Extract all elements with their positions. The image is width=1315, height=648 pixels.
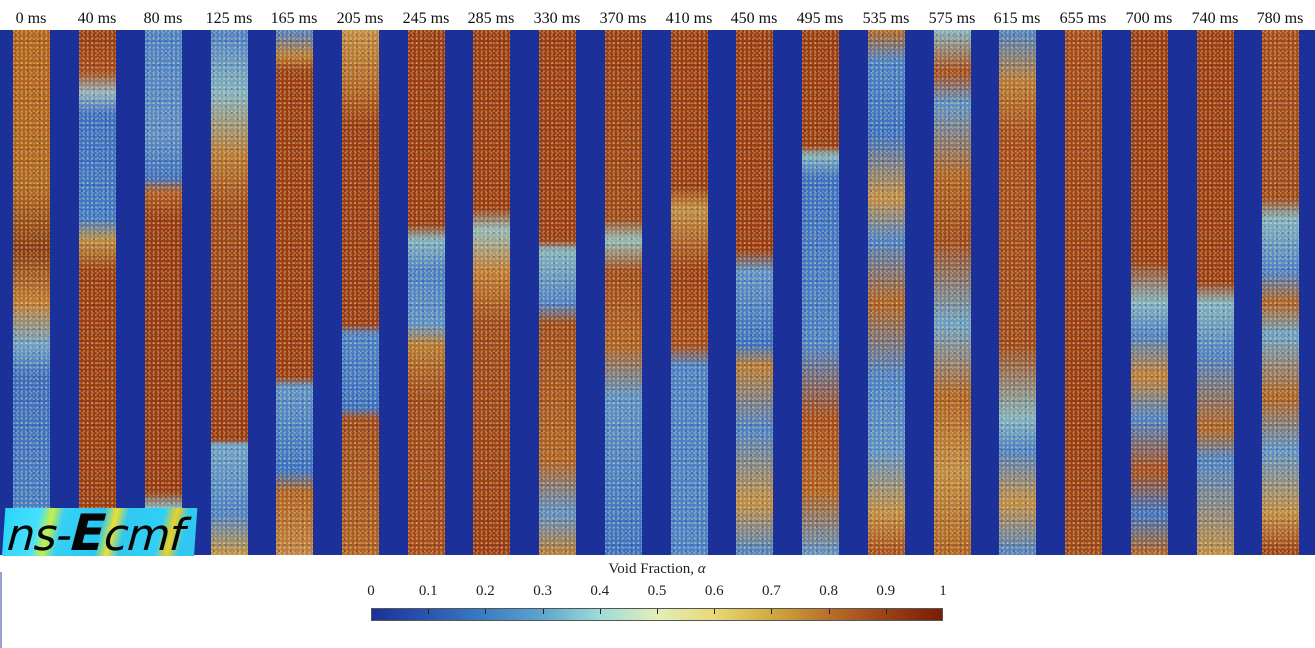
snapshot-column xyxy=(211,30,248,555)
colorbar-tick xyxy=(714,609,716,614)
colorbar-tick-label: 0.1 xyxy=(418,583,438,599)
snapshot-column xyxy=(1065,30,1102,555)
colorbar-tick-labels: 0 0.1 0.2 0.3 0.4 0.5 0.6 0.7 0.8 0.9 1 xyxy=(0,583,1315,601)
colorbar-tick xyxy=(599,609,601,614)
snapshot-column xyxy=(868,30,905,555)
time-label: 245 ms xyxy=(402,10,450,27)
time-label: 495 ms xyxy=(796,10,844,27)
time-label: 575 ms xyxy=(928,10,976,27)
snapshot-column xyxy=(1131,30,1168,555)
snapshot-column xyxy=(605,30,642,555)
particle-noise-texture xyxy=(999,30,1036,555)
particle-noise-texture xyxy=(145,30,182,555)
left-edge-line xyxy=(0,572,2,648)
time-label: 450 ms xyxy=(730,10,778,27)
colorbar-title: Void Fraction, α xyxy=(608,561,706,577)
colorbar-tick-label: 0.2 xyxy=(476,583,495,599)
colorbar-tick-label: 0.7 xyxy=(762,583,781,599)
particle-noise-texture xyxy=(1197,30,1234,555)
colorbar-tick-label: 0.8 xyxy=(819,583,838,599)
particle-noise-texture xyxy=(1262,30,1299,555)
snapshot-column xyxy=(276,30,313,555)
colorbar-tick xyxy=(885,609,887,614)
particle-noise-texture xyxy=(408,30,445,555)
particle-noise-texture xyxy=(605,30,642,555)
ns-ecmf-logo: ns-Ecmf xyxy=(2,508,198,556)
particle-noise-texture xyxy=(342,30,379,555)
colorbar xyxy=(371,608,943,621)
particle-noise-texture xyxy=(802,30,839,555)
time-label: 615 ms xyxy=(993,10,1041,27)
time-label: 0 ms xyxy=(15,10,47,27)
colorbar-tick-label: 0.5 xyxy=(647,583,667,599)
time-label: 40 ms xyxy=(77,10,117,27)
snapshot-column xyxy=(342,30,379,555)
colorbar-tick xyxy=(828,609,830,614)
snapshot-column xyxy=(539,30,576,555)
colorbar-tick-label: 1 xyxy=(939,583,947,599)
time-label: 410 ms xyxy=(665,10,713,27)
particle-noise-texture xyxy=(736,30,773,555)
particle-noise-texture xyxy=(211,30,248,555)
snapshot-column xyxy=(934,30,971,555)
snapshot-column xyxy=(79,30,116,555)
time-label: 780 ms xyxy=(1256,10,1304,27)
time-label: 370 ms xyxy=(599,10,647,27)
particle-noise-texture xyxy=(79,30,116,555)
snapshot-column xyxy=(408,30,445,555)
time-label: 285 ms xyxy=(467,10,515,27)
snapshot-column xyxy=(736,30,773,555)
time-label: 205 ms xyxy=(336,10,384,27)
particle-noise-texture xyxy=(473,30,510,555)
snapshot-column xyxy=(1262,30,1299,555)
colorbar-tick-label: 0 xyxy=(367,583,375,599)
colorbar-tick xyxy=(428,609,430,614)
logo-text: ns-Ecmf xyxy=(5,508,186,556)
particle-noise-texture xyxy=(1131,30,1168,555)
colorbar-tick xyxy=(771,609,773,614)
particle-noise-texture xyxy=(934,30,971,555)
colorbar-tick-label: 0.9 xyxy=(876,583,896,599)
particle-noise-texture xyxy=(539,30,576,555)
time-label: 535 ms xyxy=(862,10,910,27)
snapshot-column xyxy=(999,30,1036,555)
time-label: 655 ms xyxy=(1059,10,1107,27)
time-label: 80 ms xyxy=(143,10,183,27)
snapshot-column xyxy=(473,30,510,555)
simulation-snapshots-panel xyxy=(0,30,1315,555)
colorbar-tick-label: 0.3 xyxy=(533,583,552,599)
time-label: 700 ms xyxy=(1125,10,1173,27)
colorbar-tick-label: 0.6 xyxy=(704,583,724,599)
snapshot-column xyxy=(145,30,182,555)
particle-noise-texture xyxy=(868,30,905,555)
particle-noise-texture xyxy=(13,30,50,555)
snapshot-column xyxy=(802,30,839,555)
time-label: 330 ms xyxy=(533,10,581,27)
colorbar-tick-label: 0.4 xyxy=(590,583,610,599)
particle-noise-texture xyxy=(276,30,313,555)
time-label: 125 ms xyxy=(205,10,253,27)
time-labels: 0 ms 40 ms 80 ms 125 ms 165 ms 205 ms 245 ms 28… xyxy=(0,0,1315,30)
colorbar-tick xyxy=(485,609,487,614)
particle-noise-texture xyxy=(1065,30,1102,555)
particle-noise-texture xyxy=(671,30,708,555)
snapshot-column xyxy=(671,30,708,555)
time-label: 165 ms xyxy=(270,10,318,27)
time-label: 740 ms xyxy=(1191,10,1239,27)
snapshot-column xyxy=(13,30,50,555)
colorbar-tick xyxy=(657,609,658,614)
snapshot-column xyxy=(1197,30,1234,555)
colorbar-tick xyxy=(542,609,544,614)
